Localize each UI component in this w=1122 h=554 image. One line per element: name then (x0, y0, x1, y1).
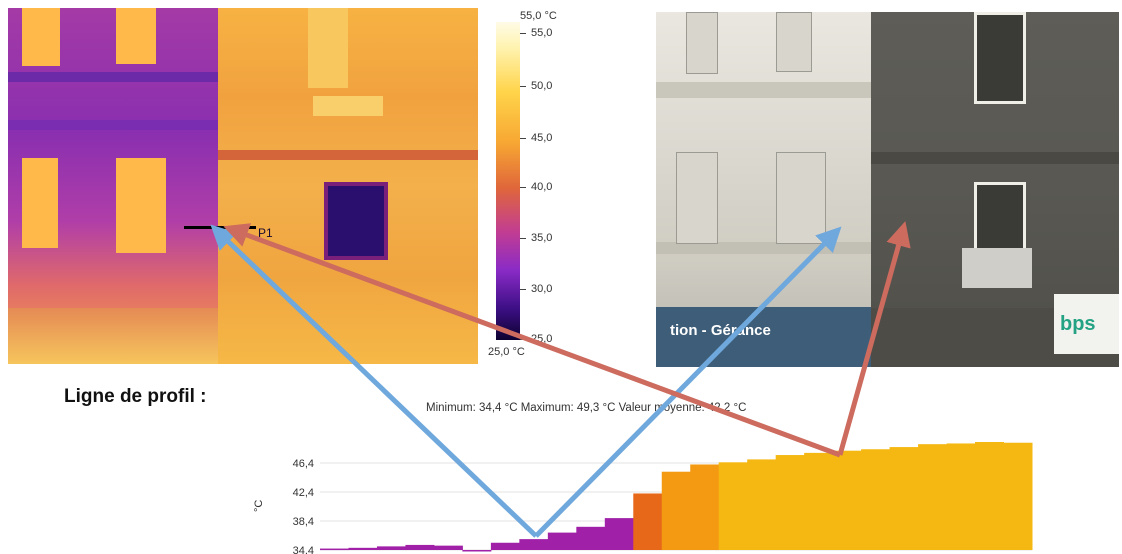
thermal-window (22, 8, 60, 66)
thermal-balcony (313, 96, 383, 116)
scale-tick (520, 187, 526, 188)
scale-tick (520, 238, 526, 239)
scale-tick-label: 30,0 (531, 283, 553, 295)
thermal-window (116, 158, 166, 253)
profile-bar (405, 544, 435, 550)
photo-bank-sign-box (1054, 294, 1119, 354)
y-axis-label: °C (253, 500, 265, 512)
photo-shop-sign: tion - Gérance (670, 322, 771, 339)
profile-bar (718, 462, 748, 550)
profile-bar (462, 550, 492, 552)
thermal-image: P1 (8, 8, 478, 364)
profile-bar (747, 459, 777, 550)
profile-bar (547, 532, 577, 550)
profile-bar (832, 450, 862, 550)
profile-statistics: Minimum: 34,4 °C Maximum: 49,3 °C Valeur… (426, 402, 747, 414)
scale-tick-label: 50,0 (531, 80, 553, 92)
profile-bar (519, 539, 549, 550)
thermal-window (116, 8, 156, 64)
profile-bar (576, 526, 606, 550)
scale-tick-label: 35,0 (531, 232, 553, 244)
y-tick-label: 34,4 (293, 545, 314, 554)
thermal-cornice-left (8, 120, 218, 130)
photo-window (974, 182, 1026, 256)
thermal-cold-window (324, 182, 388, 260)
profile-bar (690, 464, 720, 550)
scale-tick (520, 138, 526, 139)
photo-balcony (962, 248, 1032, 288)
profile-bar (889, 447, 919, 550)
profile-bar (348, 547, 378, 550)
y-tick-label: 46,4 (293, 458, 314, 470)
scale-tick-label: 40,0 (531, 181, 553, 193)
thermal-lower-zone (8, 308, 218, 364)
profile-line-label: P1 (258, 226, 273, 240)
photo-window (686, 12, 718, 74)
photo-window (676, 152, 718, 244)
photo-dark-cornice (871, 152, 1119, 164)
scale-tick-label: 55,0 (531, 27, 553, 39)
scale-max-label: 55,0 °C (520, 10, 557, 22)
scale-tick-label: 25,0 (531, 333, 553, 345)
scale-tick (520, 86, 526, 87)
profile-section-title: Ligne de profil : (64, 386, 207, 407)
profile-bar (918, 444, 948, 550)
chart-bars (320, 442, 1033, 552)
y-tick-label: 38,4 (293, 516, 314, 528)
profile-bar (946, 443, 976, 550)
facade-photo: tion - Gérance bps (656, 12, 1119, 367)
profile-bar (320, 548, 349, 551)
profile-bar (1003, 442, 1033, 550)
profile-bar (975, 442, 1005, 550)
scale-tick (520, 339, 526, 340)
profile-line-p1 (184, 226, 256, 229)
thermal-window (308, 8, 348, 88)
profile-bar (775, 455, 805, 550)
scale-tick (520, 33, 526, 34)
chart-y-ticks: 34,4 38,4 42,4 46,4 (293, 458, 314, 554)
temperature-color-scale (496, 22, 520, 340)
photo-window (776, 12, 812, 72)
profile-bar-chart: 34,4 38,4 42,4 46,4 °C (253, 442, 1033, 554)
scale-tick-label: 45,0 (531, 132, 553, 144)
photo-window (776, 152, 826, 244)
thermal-balcony-band (8, 72, 218, 82)
thermal-cornice-band (218, 150, 478, 160)
profile-bar (433, 545, 463, 550)
y-tick-label: 42,4 (293, 487, 314, 499)
photo-window (974, 12, 1026, 104)
profile-bar (861, 449, 891, 550)
photo-bank-sign: bps (1060, 313, 1096, 335)
profile-bar (633, 493, 663, 550)
profile-bar (804, 452, 834, 550)
profile-bar (604, 518, 634, 550)
scale-min-label: 25,0 °C (488, 346, 525, 358)
thermal-window (22, 158, 58, 248)
profile-bar (490, 542, 520, 550)
scale-tick (520, 289, 526, 290)
photo-balustrade (656, 82, 871, 98)
profile-bar (661, 471, 691, 550)
profile-bar (376, 546, 406, 550)
